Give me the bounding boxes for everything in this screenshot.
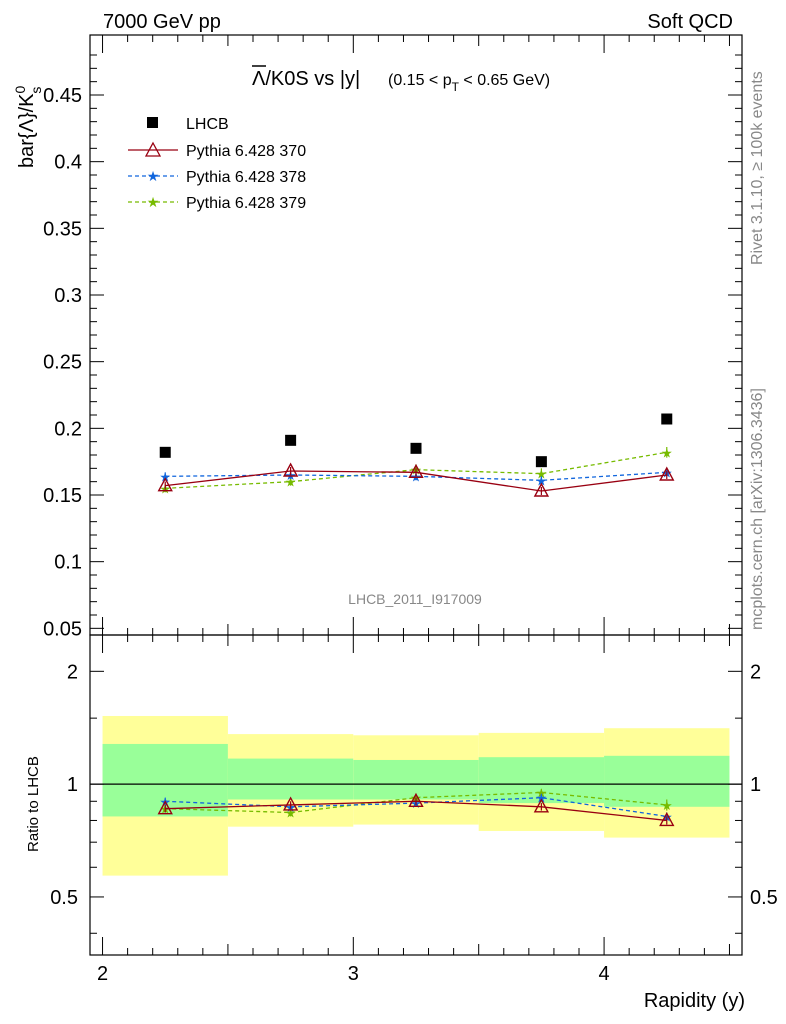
main-point-p379: ★ — [285, 475, 297, 490]
ratio-point-p370 — [408, 792, 424, 807]
main-y-tick-label: 0.4 — [54, 152, 82, 174]
main-y-tick-label: 0.1 — [54, 552, 82, 574]
rivet-label: Rivet 3.1.10, ≥ 100k events — [749, 71, 766, 265]
svg-text:bar{Λ}/K0s: bar{Λ}/K0s — [12, 85, 44, 168]
title-lambda: Λ — [252, 68, 266, 90]
main-y-tick-label: 0.25 — [43, 352, 82, 374]
header-left: 7000 GeV pp — [103, 11, 221, 33]
title-range-sub: T — [452, 80, 460, 94]
ratio-band-inner — [604, 755, 730, 807]
analysis-watermark: LHCB_2011_I917009 — [348, 591, 482, 607]
ratio-point-p370 — [659, 811, 675, 827]
ratio-band-inner — [227, 758, 354, 800]
ratio-ylabel: Ratio to LHCB — [25, 756, 42, 852]
ylabel-main: bar{Λ}/K — [16, 93, 38, 168]
svg-text:(0.15 < pT < 0.65 GeV): (0.15 < pT < 0.65 GeV) — [388, 72, 550, 94]
ratio-point-p370 — [157, 800, 173, 815]
header-right: Soft QCD — [647, 11, 733, 33]
x-tick-label: 3 — [348, 963, 359, 985]
ratio-y-tick-label-right: 2 — [750, 661, 761, 683]
main-y-tick-label: 0.3 — [54, 285, 82, 307]
ratio-series-layer: ★ ★★ ★★★ ★ ★ ★★ — [157, 785, 675, 827]
ratio-point-p379: ★ — [536, 785, 548, 800]
ratio-bands — [90, 715, 742, 876]
legend-p370-marker — [144, 141, 162, 157]
legend-p379-label: Pythia 6.428 379 — [186, 195, 306, 212]
main-y-tick-label: 0.05 — [43, 618, 82, 640]
legend-p378-marker: ★ — [147, 168, 160, 184]
main-point-lhcb — [159, 446, 171, 458]
x-axis-label: Rapidity (y) — [644, 990, 745, 1012]
ratio-plot-frame — [89, 634, 743, 956]
main-point-p370 — [157, 477, 173, 492]
main-point-p370 — [659, 466, 675, 481]
mcplots-label: mcplots.cern.ch [arXiv:1306.3436] — [749, 388, 766, 630]
main-point-lhcb — [661, 413, 673, 425]
main-point-p370 — [408, 463, 424, 479]
ratio-y-tick-label-right: 1 — [750, 774, 761, 796]
ratio-point-p378: ★ — [536, 791, 548, 806]
main-series-layer: ★ ★★ ★★★ ★ ★ ★★ — [157, 413, 675, 497]
ratio-point-p379: ★ — [285, 806, 297, 821]
main-ylabel: bar{Λ}/K0s — [12, 85, 44, 168]
legend-lhcb-label: LHCB — [186, 116, 229, 133]
main-point-p378: ★ — [536, 473, 548, 488]
legend: LHCB Pythia 6.428 370 ★ Pythia 6.428 378… — [128, 116, 306, 212]
ratio-point-p370 — [282, 796, 299, 811]
main-point-lhcb — [285, 434, 297, 446]
main-point-p379: ★ — [661, 445, 673, 460]
main-y-tick-label: 0.2 — [54, 418, 82, 440]
legend-p378-label: Pythia 6.428 378 — [186, 169, 306, 186]
x-tick-label: 4 — [599, 963, 610, 985]
ratio-y-tick-label: 1 — [67, 774, 78, 796]
axes-ticks: 0.05 0.1 0.15 0.2 0.25 0.3 0.35 0.4 0.45 2 3 4 0.5 0.… — [43, 35, 778, 985]
title-range-open: (0.15 < p — [388, 72, 452, 89]
ratio-point-p379: ★ — [661, 798, 673, 813]
legend-lhcb-marker — [147, 117, 158, 128]
x-tick-label: 2 — [97, 963, 108, 985]
svg-text:Λ/K0S vs |y|: Λ/K0S vs |y| — [252, 68, 360, 90]
title-range-close: < 0.65 GeV) — [459, 72, 550, 89]
main-point-lhcb — [535, 456, 547, 468]
ratio-y-tick-label: 0.5 — [50, 887, 78, 909]
main-point-p379: ★ — [536, 467, 548, 482]
ratio-y-tick-label-right: 0.5 — [750, 887, 778, 909]
main-point-p378: ★ — [159, 469, 171, 484]
main-y-tick-label: 0.35 — [43, 218, 82, 240]
main-point-p370 — [533, 482, 550, 497]
ratio-point-p370 — [533, 798, 550, 813]
main-y-tick-label: 0.15 — [43, 485, 82, 507]
main-point-lhcb — [410, 442, 422, 454]
title-rest: /K0S vs |y| — [265, 68, 360, 90]
main-title: Λ/K0S vs |y| (0.15 < pT < 0.65 GeV) — [252, 65, 550, 94]
legend-p370-label: Pythia 6.428 370 — [186, 143, 306, 160]
legend-p379-marker: ★ — [147, 194, 160, 210]
ylabel-sup: 0 — [12, 85, 28, 93]
main-point-p370 — [282, 462, 299, 477]
ratio-y-tick-label: 2 — [67, 661, 78, 683]
ylabel-sub: s — [28, 87, 44, 94]
main-y-tick-label: 0.45 — [43, 85, 82, 107]
